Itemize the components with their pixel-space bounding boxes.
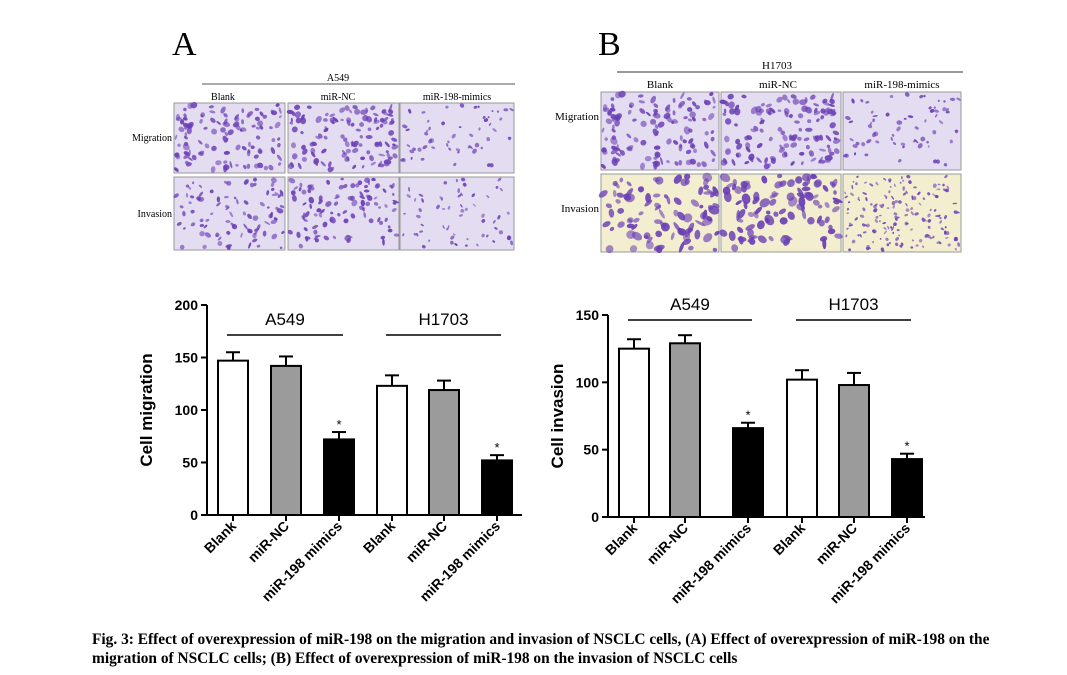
bar-1 [270, 364, 302, 517]
bar-1 [669, 342, 701, 518]
micrograph-a-tile-1-2 [399, 176, 515, 251]
micrograph-b-tile-1-2 [842, 173, 962, 253]
x-tick-label-1: miR-NC [245, 518, 293, 566]
condition-label-b-2: miR-198-mimics [864, 79, 939, 91]
micrograph-grid-a: A549 Blank miR-NC miR-198-mimics Migrati… [132, 73, 515, 251]
bar-4 [428, 389, 460, 516]
x-tick-label-4: miR-NC [813, 520, 861, 568]
significance-star-2: * [745, 408, 750, 423]
micrograph-a-tile-1-1 [287, 176, 400, 251]
bar-0 [217, 359, 249, 517]
condition-label-a-1: miR-NC [321, 92, 356, 103]
bar-3 [376, 384, 408, 516]
micrograph-b-tile-0-2 [842, 91, 962, 171]
micrograph-grid-b: H1703 Blank miR-NC miR-198-mimics Migrat… [555, 60, 963, 254]
group-label-0: A549 [265, 310, 305, 329]
y-tick-label: 100 [576, 374, 600, 390]
x-tick-label-4: miR-NC [403, 518, 451, 566]
cell-line-label-a: A549 [327, 73, 349, 84]
condition-label-b-1: miR-NC [759, 79, 797, 91]
row-label-a-invasion: Invasion [138, 209, 172, 220]
micrograph-b-tile-1-1 [719, 173, 843, 253]
x-tick-label-3: Blank [770, 520, 808, 558]
y-tick-label: 50 [182, 455, 198, 471]
micrograph-a-tile-0-1 [286, 102, 400, 174]
panel-letter-a: A [172, 26, 197, 63]
y-tick-label: 150 [175, 350, 199, 366]
y-axis-label: Cell migration [137, 353, 156, 466]
micrograph-b-tile-0-0 [600, 90, 720, 171]
significance-star-5: * [494, 440, 499, 455]
significance-star-5: * [904, 439, 909, 454]
panel-letter-b: B [598, 26, 621, 63]
x-tick-label-0: Blank [602, 520, 640, 558]
y-tick-label: 200 [175, 297, 199, 313]
bar-3 [786, 378, 818, 518]
bar-5 [891, 458, 923, 519]
x-tick-label-3: Blank [360, 518, 398, 556]
bar-4 [838, 384, 870, 518]
group-label-0: A549 [670, 295, 710, 314]
figure-caption: Fig. 3: Effect of overexpression of miR-… [92, 631, 990, 667]
bar-2 [732, 427, 764, 518]
row-label-b-invasion: Invasion [561, 203, 599, 215]
bar-2 [323, 438, 355, 516]
cell-line-label-b: H1703 [762, 60, 792, 72]
y-tick-label: 50 [583, 442, 599, 458]
y-tick-label: 0 [591, 509, 599, 525]
micrograph-b-tile-1-0 [598, 172, 720, 254]
bar-5 [481, 459, 513, 516]
row-label-b-migration: Migration [555, 111, 599, 123]
y-tick-label: 100 [175, 402, 199, 418]
group-label-1: H1703 [418, 310, 468, 329]
bar-0 [618, 347, 650, 518]
row-label-a-migration: Migration [132, 133, 172, 144]
y-axis-label: Cell invasion [548, 364, 567, 469]
y-tick-label: 0 [190, 507, 198, 523]
x-tick-label-0: Blank [201, 518, 239, 556]
significance-star-2: * [336, 417, 341, 432]
y-tick-label: 150 [576, 307, 600, 323]
micrograph-a-tile-0-0 [173, 102, 286, 174]
condition-label-a-0: Blank [211, 92, 235, 103]
condition-label-a-2: miR-198-mimics [423, 92, 491, 103]
group-label-1: H1703 [828, 295, 878, 314]
micrograph-b-tile-0-1 [719, 91, 842, 171]
micrograph-a-tile-0-2 [399, 102, 515, 174]
x-tick-label-1: miR-NC [644, 520, 692, 568]
condition-label-b-0: Blank [647, 79, 674, 91]
micrograph-a-tile-1-0 [173, 176, 286, 251]
